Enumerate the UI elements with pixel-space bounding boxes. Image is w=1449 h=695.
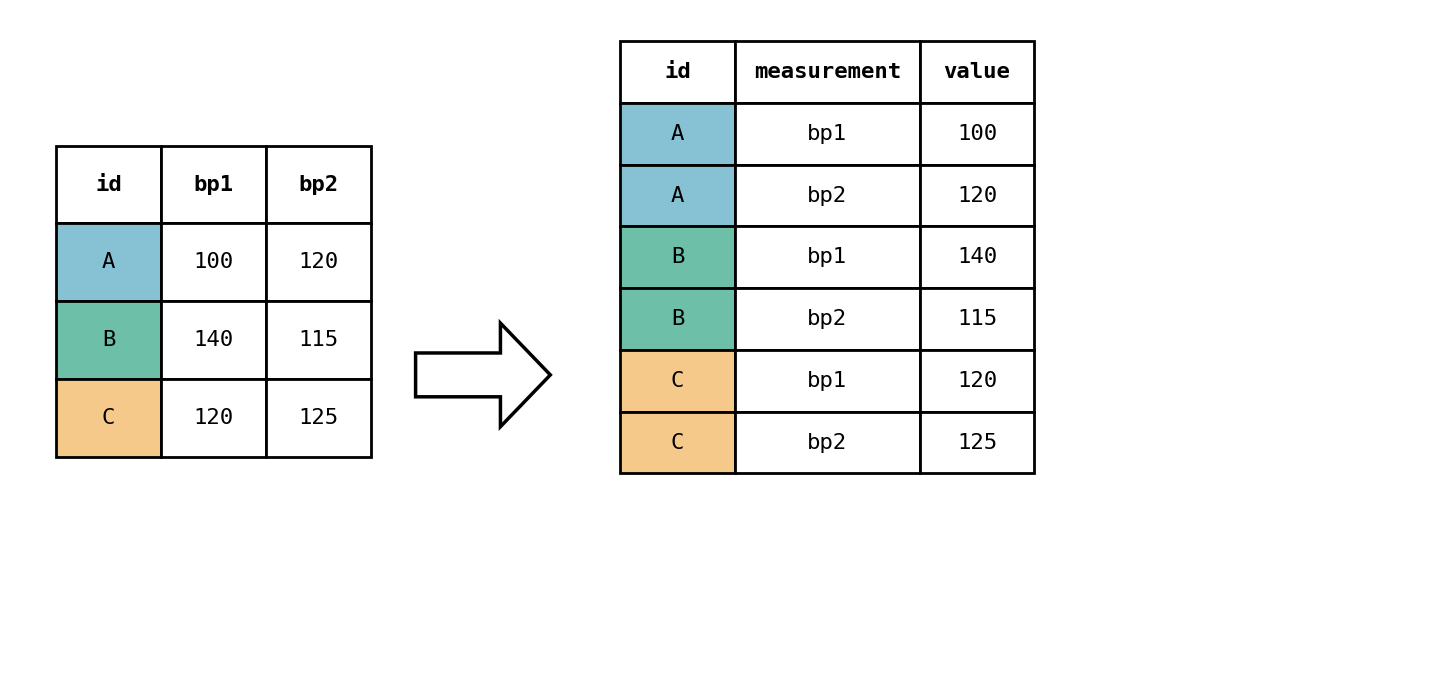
Bar xyxy=(735,165,920,227)
Bar xyxy=(620,227,735,288)
Text: 100: 100 xyxy=(193,252,233,272)
Text: bp2: bp2 xyxy=(807,432,848,452)
Text: measurement: measurement xyxy=(753,62,901,82)
Text: 100: 100 xyxy=(956,124,997,144)
Text: bp1: bp1 xyxy=(807,371,848,391)
Text: 120: 120 xyxy=(956,186,997,206)
Bar xyxy=(265,224,371,301)
Text: C: C xyxy=(101,408,116,427)
Polygon shape xyxy=(416,323,551,427)
Bar xyxy=(920,411,1035,473)
Bar xyxy=(920,350,1035,411)
Text: bp1: bp1 xyxy=(807,247,848,268)
Text: A: A xyxy=(101,252,116,272)
Bar xyxy=(920,165,1035,227)
Bar xyxy=(920,288,1035,350)
Bar xyxy=(620,350,735,411)
Text: 120: 120 xyxy=(298,252,339,272)
Text: value: value xyxy=(943,62,1010,82)
Bar xyxy=(735,411,920,473)
Bar xyxy=(735,227,920,288)
Text: id: id xyxy=(96,174,122,195)
Bar xyxy=(735,350,920,411)
Text: 125: 125 xyxy=(298,408,339,427)
Text: B: B xyxy=(671,309,684,329)
Text: 120: 120 xyxy=(956,371,997,391)
Bar xyxy=(735,288,920,350)
Text: B: B xyxy=(101,330,116,350)
Text: 115: 115 xyxy=(956,309,997,329)
Text: 115: 115 xyxy=(298,330,339,350)
Text: C: C xyxy=(671,371,684,391)
Bar xyxy=(161,224,265,301)
Text: C: C xyxy=(671,432,684,452)
Text: bp1: bp1 xyxy=(807,124,848,144)
Text: 125: 125 xyxy=(956,432,997,452)
Bar xyxy=(265,379,371,457)
Bar xyxy=(265,301,371,379)
Bar xyxy=(57,224,161,301)
Text: bp2: bp2 xyxy=(807,309,848,329)
Bar xyxy=(57,301,161,379)
Text: A: A xyxy=(671,186,684,206)
Text: 120: 120 xyxy=(193,408,233,427)
Text: id: id xyxy=(664,62,691,82)
Bar xyxy=(620,165,735,227)
Text: bp1: bp1 xyxy=(193,174,233,195)
Bar xyxy=(620,41,735,103)
Bar xyxy=(161,379,265,457)
Bar xyxy=(920,41,1035,103)
Text: B: B xyxy=(671,247,684,268)
Bar xyxy=(620,103,735,165)
Bar xyxy=(265,146,371,224)
Bar xyxy=(735,41,920,103)
Text: 140: 140 xyxy=(193,330,233,350)
Text: 140: 140 xyxy=(956,247,997,268)
Bar xyxy=(620,411,735,473)
Bar xyxy=(57,379,161,457)
Bar xyxy=(161,146,265,224)
Text: A: A xyxy=(671,124,684,144)
Bar xyxy=(57,146,161,224)
Text: bp2: bp2 xyxy=(298,174,339,195)
Bar xyxy=(735,103,920,165)
Bar xyxy=(920,103,1035,165)
Bar xyxy=(620,288,735,350)
Bar xyxy=(920,227,1035,288)
Text: bp2: bp2 xyxy=(807,186,848,206)
Bar xyxy=(161,301,265,379)
